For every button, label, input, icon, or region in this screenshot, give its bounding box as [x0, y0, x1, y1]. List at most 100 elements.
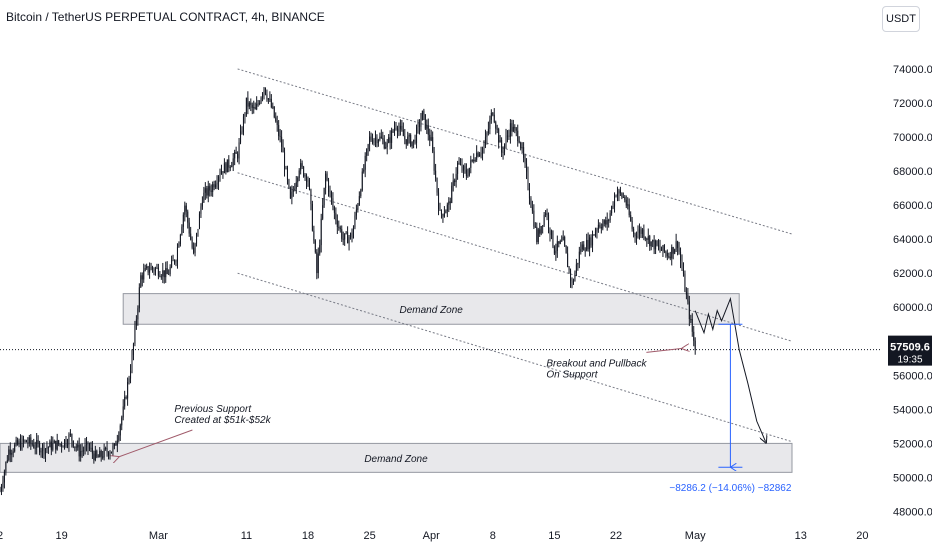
- candle-body: [46, 447, 48, 449]
- candle-body: [27, 442, 29, 444]
- candle-body: [25, 440, 27, 443]
- candle-body: [122, 406, 124, 418]
- x-axis[interactable]: 2 19 Mar 11 18 25 Apr 8 15 22 May 13 20: [0, 530, 869, 542]
- candle-body: [423, 110, 425, 115]
- y-tick-label: 50000.0: [893, 472, 932, 484]
- candle-body: [540, 226, 542, 234]
- candle-body: [615, 195, 617, 197]
- candle-body: [254, 107, 256, 110]
- candle-body: [641, 229, 643, 234]
- candle-body: [691, 319, 693, 332]
- candle-body: [53, 440, 55, 444]
- candle-body: [33, 444, 35, 448]
- candle-body: [149, 269, 151, 273]
- candle-body: [572, 281, 574, 283]
- candle-body: [279, 135, 281, 137]
- candle-body: [113, 443, 115, 447]
- candle-body: [380, 136, 382, 139]
- candle-body: [614, 196, 616, 207]
- candle-body: [174, 260, 176, 263]
- candle-body: [558, 241, 560, 244]
- candle-body: [596, 229, 598, 232]
- candle-body: [124, 396, 126, 407]
- candle-body: [333, 207, 335, 213]
- candle-body: [583, 244, 585, 251]
- candle-body: [646, 238, 648, 240]
- candle-body: [373, 139, 375, 143]
- candle-body: [344, 233, 346, 240]
- candle-body: [454, 180, 456, 183]
- candle-body: [636, 236, 638, 238]
- candle-body: [575, 264, 577, 273]
- candle-body: [99, 450, 101, 458]
- candle-body: [656, 240, 658, 246]
- candle-body: [105, 447, 107, 449]
- candle-body: [22, 438, 24, 442]
- candle-body: [360, 190, 362, 197]
- candle-body: [370, 136, 372, 141]
- candle-body: [182, 214, 184, 227]
- candle-body: [416, 127, 418, 143]
- x-tick-label: 11: [241, 530, 252, 542]
- candle-body: [451, 185, 453, 204]
- candle-body: [66, 444, 68, 446]
- candle-body: [56, 440, 58, 450]
- candle-body: [414, 139, 416, 143]
- candle-body: [602, 223, 604, 229]
- candle-body: [330, 191, 332, 199]
- candle-body: [361, 171, 363, 191]
- candle-body: [594, 231, 596, 236]
- candle-body: [259, 102, 261, 104]
- candle-body: [297, 177, 299, 183]
- candle-body: [424, 114, 426, 129]
- candle-body: [570, 269, 572, 281]
- candle-body: [206, 188, 208, 196]
- candle-body: [418, 123, 420, 127]
- projection-path: [694, 296, 765, 442]
- candle-body: [543, 214, 545, 226]
- candle-body: [47, 447, 49, 449]
- price-tag: 57509.619:35: [888, 335, 932, 366]
- candle-body: [438, 192, 440, 209]
- candle-body: [548, 215, 550, 228]
- candle-body: [465, 169, 467, 177]
- candle-body: [160, 276, 162, 278]
- candle-body: [674, 249, 676, 254]
- candle-body: [0, 487, 2, 492]
- candle-body: [28, 437, 30, 444]
- demand-zone-label-1: Demand Zone: [364, 454, 428, 465]
- candle-body: [449, 201, 451, 204]
- candle-body: [198, 213, 200, 229]
- candle-body: [470, 160, 472, 168]
- y-axis[interactable]: 74000.0 72000.0 70000.0 68000.0 66000.0 64000…: [893, 64, 932, 519]
- candle-body: [71, 434, 73, 441]
- currency-button[interactable]: USDT: [882, 6, 920, 32]
- candle-body: [34, 447, 36, 449]
- candle-body: [611, 206, 613, 214]
- channel-lines: [237, 68, 793, 443]
- candle-body: [137, 308, 139, 320]
- candle-body: [354, 215, 356, 228]
- candle-body: [273, 106, 275, 118]
- candle-body: [20, 441, 22, 449]
- candle-body: [50, 441, 52, 450]
- candle-body: [115, 443, 117, 446]
- candle-body: [83, 450, 85, 452]
- channel-line-1: [237, 172, 793, 342]
- candle-body: [55, 440, 57, 450]
- candle-body: [81, 450, 83, 452]
- candle-body: [232, 158, 234, 166]
- candle-body: [86, 441, 88, 446]
- candle-body: [238, 142, 240, 159]
- channel-line-0: [237, 68, 793, 235]
- candle-body: [599, 224, 601, 228]
- candle-body: [633, 228, 635, 234]
- candle-body: [467, 175, 469, 177]
- candle-body: [682, 269, 684, 274]
- candle-body: [666, 252, 668, 257]
- candle-body: [190, 233, 192, 240]
- candle-body: [398, 128, 400, 132]
- candle-body: [587, 239, 589, 250]
- y-tick-label: 62000.0: [893, 268, 932, 280]
